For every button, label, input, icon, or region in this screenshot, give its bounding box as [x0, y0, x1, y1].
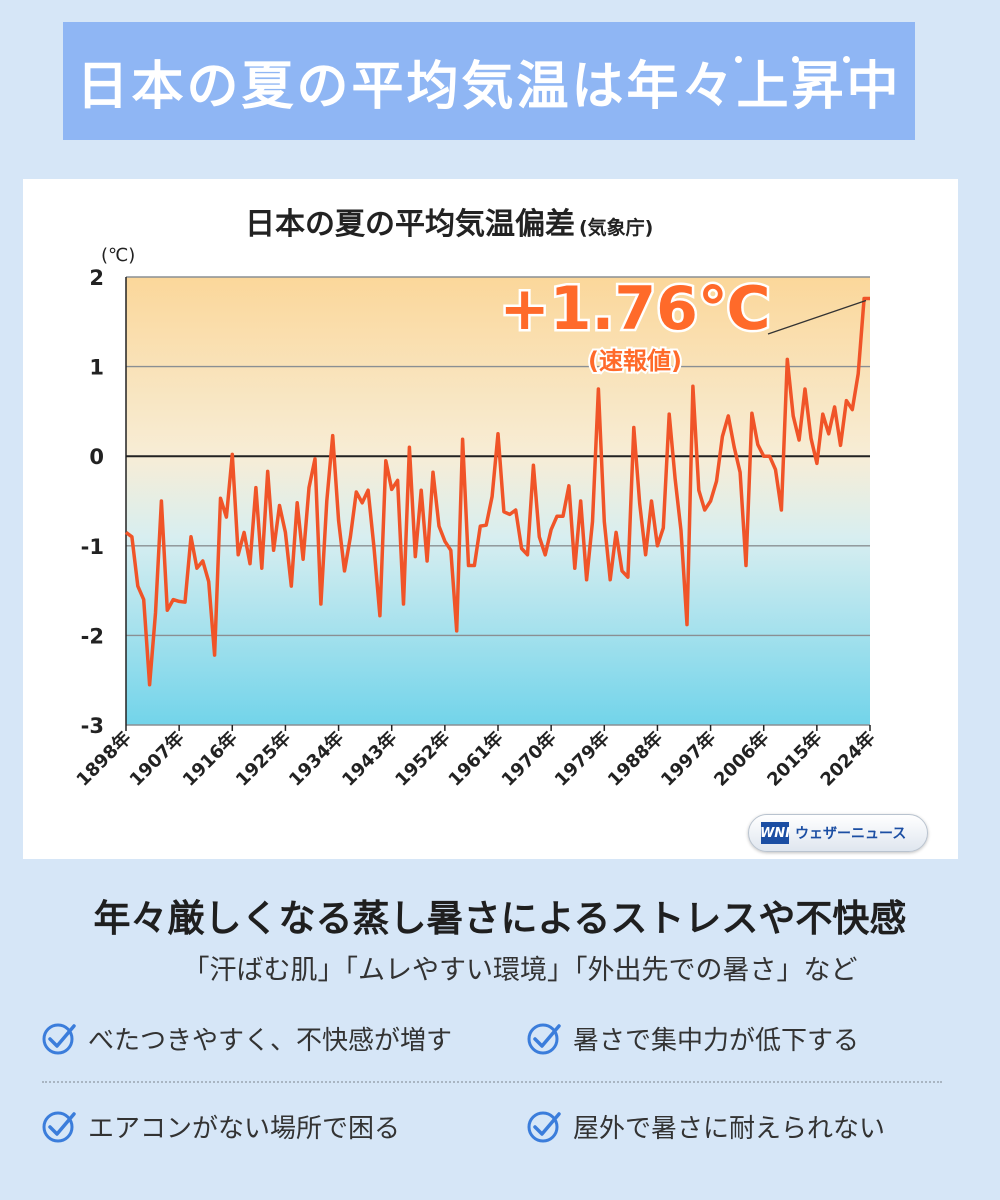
y-tick-label: 0: [89, 445, 104, 469]
plot-background: [126, 277, 870, 725]
x-tick-label: 1925年: [231, 727, 295, 791]
checklist-item: 暑さで集中力が低下する: [525, 1018, 859, 1058]
series-line: [124, 296, 870, 687]
chart-title-note: (気象庁): [579, 216, 653, 239]
banner-title: 日本の夏の平均気温は年々上昇中: [76, 56, 902, 117]
emphasis-dot: [735, 56, 742, 63]
annotation-note: (速報値): [588, 347, 682, 375]
checklist-item: エアコンがない場所で困る: [40, 1106, 400, 1146]
wni-logo: WNI: [760, 822, 790, 844]
checklist-item: 屋外で暑さに耐えられない: [525, 1106, 885, 1146]
x-tick-label: 1961年: [444, 727, 508, 791]
y-tick-label: 1: [89, 356, 104, 380]
checklist-text: べたつきやすく、不快感が増す: [88, 1025, 453, 1056]
x-tick-label: 1907年: [125, 727, 189, 791]
x-tick-label: 2015年: [763, 727, 827, 791]
title-banner: 日本の夏の平均気温は年々上昇中: [63, 22, 915, 140]
x-tick-label: 1997年: [656, 727, 720, 791]
x-tick-label: 1916年: [178, 727, 242, 791]
x-tick-label: 1934年: [284, 727, 348, 791]
examples-text: 「汗ばむ肌」「ムレやすい環境」「外出先での暑さ」など: [182, 955, 858, 986]
emphasis-dot: [843, 56, 850, 63]
annotation-value: +1.76℃: [500, 274, 771, 344]
brand-name: ウェザーニュース: [795, 826, 907, 842]
weathernews-badge: WNI ウェザーニュース: [748, 814, 928, 852]
x-tick-label: 1979年: [550, 727, 614, 791]
temperature-anomaly-chart: 日本の夏の平均気温偏差 (気象庁) (℃) 210-1-2-31898年1907年…: [72, 207, 880, 791]
x-tick-label: 2006年: [710, 727, 774, 791]
annotation-leader: [767, 299, 867, 335]
chart-title-main: 日本の夏の平均気温偏差: [245, 207, 575, 242]
y-tick-label: -2: [81, 624, 104, 648]
y-axis-unit: (℃): [101, 245, 135, 266]
chart-panel: 日本の夏の平均気温偏差 (気象庁) (℃) 2 1 0 -1 -2 -3 1898年 1907年…: [23, 179, 958, 859]
x-tick-label: 1943年: [338, 727, 402, 791]
emphasis-dot: [792, 56, 799, 63]
check-circle-icon: [42, 1111, 76, 1143]
y-tick-label: -3: [81, 714, 104, 738]
x-tick-label: 1952年: [391, 727, 455, 791]
subheading: 年々厳しくなる蒸し暑さによるストレスや不快感: [93, 897, 907, 940]
check-circle-icon: [527, 1111, 561, 1143]
divider: [42, 1081, 942, 1083]
x-tick-label: 2024年: [816, 727, 880, 791]
check-circle-icon: [42, 1023, 76, 1055]
emphasis-dots: [735, 56, 865, 66]
checklist-text: 屋外で暑さに耐えられない: [573, 1113, 886, 1144]
chart-title: 日本の夏の平均気温偏差 (気象庁): [245, 207, 653, 242]
x-tick-label: 1988年: [603, 727, 667, 791]
x-tick-label: 1970年: [497, 727, 561, 791]
y-tick-label: 2: [89, 266, 104, 290]
check-circle-icon: [527, 1023, 561, 1055]
checklist-text: エアコンがない場所で困る: [88, 1113, 401, 1144]
checklist-item: べたつきやすく、不快感が増す: [40, 1018, 452, 1058]
y-tick-label: -1: [81, 535, 104, 559]
plot-area: 210-1-2-31898年1907年1916年1925年1934年1943年1…: [72, 266, 880, 791]
checklist-text: 暑さで集中力が低下する: [573, 1025, 860, 1056]
